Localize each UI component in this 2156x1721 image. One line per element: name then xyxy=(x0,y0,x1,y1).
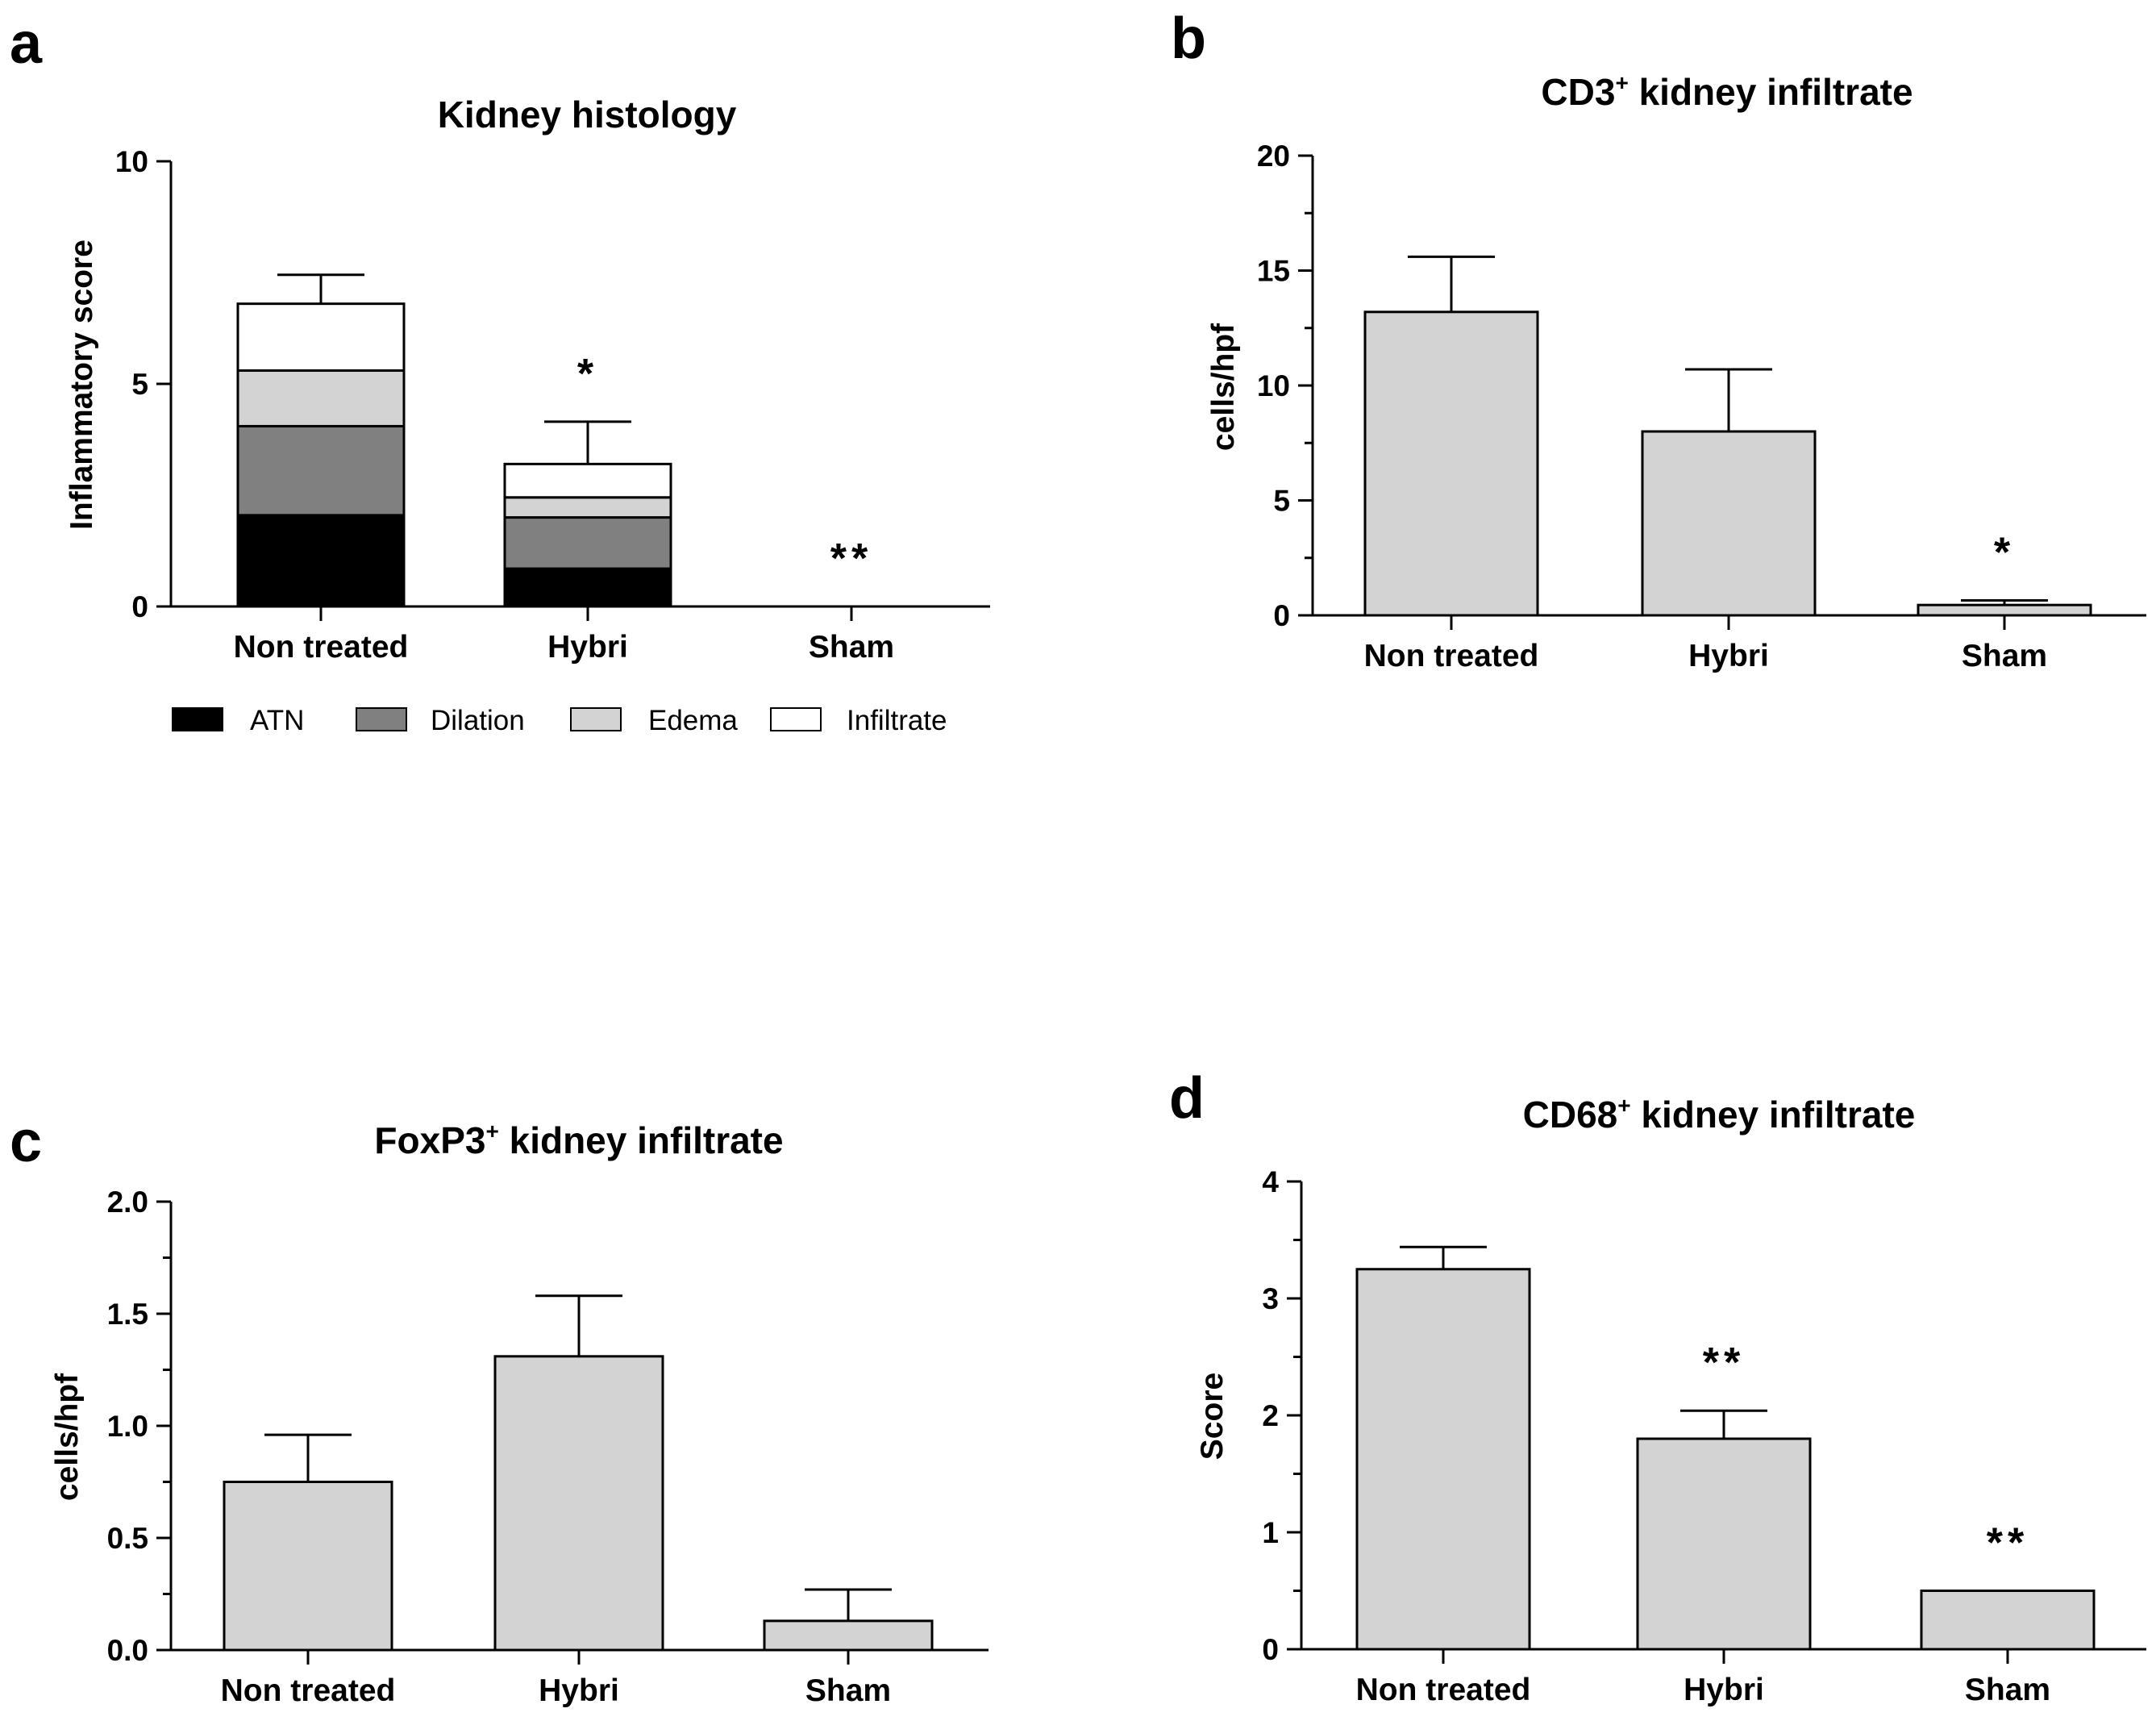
panel-c-category-label: Non treated xyxy=(221,1673,396,1708)
panel-c: c FoxP3+ kidney infiltrate cells/hpf 0.0… xyxy=(10,1110,989,1708)
panel-b-bar xyxy=(1917,603,2092,617)
panel-d-ytick-label: 1 xyxy=(1262,1516,1279,1549)
panel-b-category-label: Hybri xyxy=(1688,639,1769,673)
panel-d-ytick-label: 4 xyxy=(1262,1165,1279,1198)
panel-c-ytick-label: 0.5 xyxy=(107,1522,148,1555)
panel-b-plot: 0 5 10 15 20 Non treated Hybri Sham * xyxy=(1257,140,2146,673)
panel-d-category-label: Non treated xyxy=(1356,1673,1531,1707)
panel-a-legend: ATN Dilation Edema Infiltrate xyxy=(172,705,947,736)
panel-c-ytick-label: 1.0 xyxy=(107,1410,148,1443)
panel-a-category-label: Hybri xyxy=(547,630,628,665)
panel-c-bar xyxy=(493,1355,664,1652)
panel-b: b CD3+ kidney infiltrate cells/hpf 0 5 10 1… xyxy=(1171,6,2146,673)
panel-d-plot: 0 1 2 3 4 Non treated Hybri Sham ** ** xyxy=(1262,1165,2146,1707)
panel-b-category-label: Non treated xyxy=(1364,639,1539,673)
panel-a-bar-edema xyxy=(236,369,406,427)
legend-label-dilation: Dilation xyxy=(431,705,525,736)
panel-letter-a: a xyxy=(10,11,43,76)
panel-d-bar xyxy=(1355,1268,1531,1651)
panel-d-ytick-label: 0 xyxy=(1262,1633,1279,1666)
panel-b-title-rest: kidney infiltrate xyxy=(1629,71,1913,113)
panel-d-ytick-label: 2 xyxy=(1262,1399,1279,1432)
panel-a-category-label: Sham xyxy=(809,630,894,665)
panel-b-title-sup: + xyxy=(1615,70,1628,95)
legend-swatch-edema xyxy=(570,707,622,731)
panel-d-significance: ** xyxy=(1703,1340,1745,1386)
panel-b-ytick-label: 20 xyxy=(1257,140,1290,173)
panel-a-title: Kidney histology xyxy=(438,94,737,135)
panel-d-ytick-label: 3 xyxy=(1262,1282,1279,1315)
panel-c-ytick-label: 0.0 xyxy=(107,1634,148,1667)
panel-c-ytick-label: 2.0 xyxy=(107,1186,148,1219)
panel-a-category-label: Non treated xyxy=(234,630,409,665)
panel-a-significance: ** xyxy=(830,535,872,582)
legend-swatch-infiltrate xyxy=(770,707,822,731)
panel-c-ylabel: cells/hpf xyxy=(50,1373,85,1501)
panel-a-significance: * xyxy=(577,351,598,398)
panel-d-bar xyxy=(1920,1590,2096,1651)
panel-d-title-sup: + xyxy=(1617,1093,1630,1118)
panel-d-category-label: Hybri xyxy=(1684,1673,1764,1707)
legend-label-edema: Edema xyxy=(648,705,738,736)
legend-label-infiltrate: Infiltrate xyxy=(847,705,947,736)
panel-c-ytick-label: 1.5 xyxy=(107,1298,148,1331)
panel-a-bar-infiltrate xyxy=(236,302,406,372)
panel-d-title-rest: kidney infiltrate xyxy=(1631,1094,1916,1136)
panel-letter-c: c xyxy=(10,1110,42,1174)
panel-a-ytick-label: 5 xyxy=(131,368,148,401)
panel-b-title-main: CD3 xyxy=(1541,71,1615,113)
panel-letter-d: d xyxy=(1169,1066,1205,1131)
panel-a-bar-atn xyxy=(503,567,672,608)
panel-c-title: FoxP3+ kidney infiltrate xyxy=(374,1119,783,1161)
panel-c-title-main: FoxP3 xyxy=(374,1119,485,1161)
panel-b-category-label: Sham xyxy=(1962,639,2047,673)
panel-a-ytick-label: 10 xyxy=(115,145,148,178)
panel-c-category-label: Sham xyxy=(805,1673,891,1708)
panel-b-significance: * xyxy=(1994,529,2015,576)
panel-d-ylabel: Score xyxy=(1195,1373,1230,1460)
legend-label-atn: ATN xyxy=(250,705,304,736)
panel-b-ytick-label: 10 xyxy=(1257,369,1290,402)
panel-d: d CD68+ kidney infiltrate Score 0 1 2 3 4 Non… xyxy=(1169,1066,2146,1707)
legend-swatch-dilation xyxy=(356,707,407,731)
legend-swatch-atn xyxy=(172,707,223,731)
panel-b-ytick-label: 5 xyxy=(1273,485,1290,518)
panel-b-ytick-label: 15 xyxy=(1257,255,1290,288)
panel-c-category-label: Hybri xyxy=(539,1673,619,1708)
panel-b-bar xyxy=(1641,430,1817,617)
panel-a-bar-dilation xyxy=(236,424,406,517)
panel-c-bar xyxy=(223,1481,393,1652)
panel-b-ytick-label: 0 xyxy=(1273,599,1290,632)
panel-a-bar-dilation xyxy=(503,516,672,570)
panel-b-ylabel: cells/hpf xyxy=(1206,323,1241,451)
panel-a-ylabel: Inflammatory score xyxy=(65,240,99,530)
panel-a-ytick-label: 0 xyxy=(131,590,148,623)
panel-c-plot: 0.0 0.5 1.0 1.5 2.0 Non treated Hybri Sham xyxy=(107,1186,989,1708)
panel-d-title-main: CD68 xyxy=(1523,1094,1618,1136)
panel-c-bar xyxy=(763,1619,934,1652)
panel-a-bar-atn xyxy=(236,514,406,608)
panel-d-category-label: Sham xyxy=(1965,1673,2050,1707)
panel-a-bar-edema xyxy=(503,496,672,519)
panel-d-bar xyxy=(1636,1437,1812,1651)
panel-letter-b: b xyxy=(1171,6,1206,71)
panel-c-title-rest: kidney infiltrate xyxy=(499,1119,784,1161)
panel-c-title-sup: + xyxy=(485,1119,498,1144)
panel-b-bar xyxy=(1363,310,1539,617)
panel-a-bar-infiltrate xyxy=(503,462,672,499)
panel-d-significance: ** xyxy=(1987,1520,2029,1567)
panel-d-title: CD68+ kidney infiltrate xyxy=(1523,1093,1916,1136)
panel-a: a Kidney histology Inflammatory score 0 5… xyxy=(10,11,990,736)
panel-b-title: CD3+ kidney infiltrate xyxy=(1541,70,1913,113)
